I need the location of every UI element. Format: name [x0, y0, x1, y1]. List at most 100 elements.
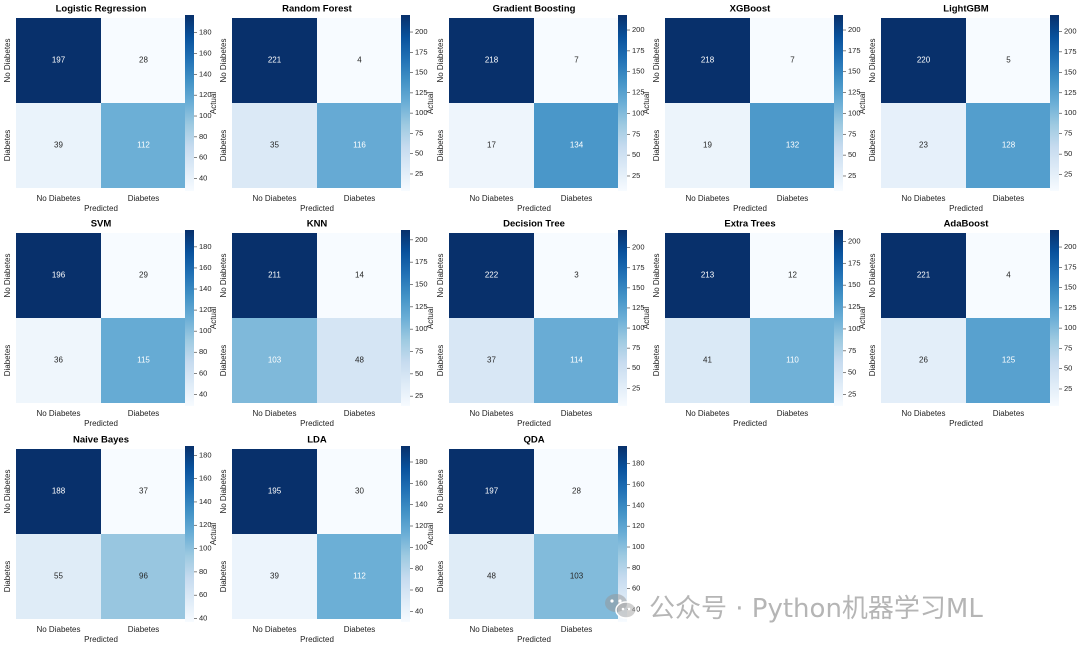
x-tick-label: Diabetes: [128, 625, 160, 634]
confusion-matrix-panel: Gradient Boosting 218 7 17 134 No Diabetes Dia…: [426, 4, 644, 214]
heatmap-cell: [101, 18, 186, 103]
x-tick-label: No Diabetes: [36, 194, 80, 203]
y-tick-label: Diabetes: [436, 130, 445, 162]
colorbar-tick-label: 75: [415, 346, 423, 355]
heatmap-cell: [881, 103, 966, 188]
heatmap-cell: [966, 233, 1051, 318]
heatmap-cell: [750, 103, 835, 188]
heatmap-cell: [317, 103, 402, 188]
colorbar: [1050, 15, 1059, 191]
heatmap-cell: [101, 103, 186, 188]
cell-value-label: 37: [139, 487, 148, 496]
panel-title: QDA: [523, 435, 544, 446]
heatmap-cell: [665, 318, 750, 403]
x-tick-label: Diabetes: [344, 194, 376, 203]
colorbar-tick-label: 200: [848, 25, 861, 34]
colorbar-tick-label: 100: [199, 326, 212, 335]
confusion-matrix-panel: Logistic Regression 197 28 39 112 No Diabetes…: [0, 4, 212, 214]
colorbar-tick-label: 140: [199, 497, 212, 506]
colorbar: [185, 15, 194, 191]
colorbar-tick-label: 75: [848, 346, 856, 355]
cell-value-label: 134: [570, 141, 584, 150]
x-axis-label: Predicted: [84, 419, 118, 428]
x-tick-label: Diabetes: [344, 625, 376, 634]
x-tick-label: Diabetes: [344, 409, 376, 418]
y-axis-label: Actual: [209, 523, 218, 545]
heatmap-cell: [534, 103, 619, 188]
colorbar-tick-label: 25: [415, 391, 423, 400]
x-tick-label: No Diabetes: [469, 194, 513, 203]
colorbar-tick-label: 200: [415, 27, 428, 36]
colorbar-tick-label: 200: [415, 235, 428, 244]
cell-value-label: 125: [1002, 356, 1016, 365]
colorbar-tick-label: 125: [848, 88, 861, 97]
panel-title: Extra Trees: [724, 219, 775, 230]
y-tick-label: Diabetes: [652, 345, 661, 377]
colorbar-tick-label: 140: [199, 284, 212, 293]
colorbar-tick-label: 40: [199, 173, 207, 182]
y-tick-label: No Diabetes: [3, 253, 12, 297]
cell-value-label: 7: [790, 56, 795, 65]
cell-value-label: 26: [919, 356, 928, 365]
cell-value-label: 188: [52, 487, 66, 496]
colorbar-tick-label: 180: [632, 459, 645, 468]
x-axis-label: Predicted: [517, 419, 551, 428]
colorbar: [834, 15, 843, 191]
heatmap-cell: [317, 18, 402, 103]
heatmap-cell: [665, 233, 750, 318]
heatmap-cell: [449, 103, 534, 188]
x-tick-label: No Diabetes: [685, 194, 729, 203]
colorbar-tick-label: 175: [415, 257, 428, 266]
colorbar-tick-label: 175: [1064, 262, 1077, 271]
colorbar-tick-label: 100: [848, 324, 861, 333]
confusion-matrix-panel: Naive Bayes 188 37 55 96 No Diabetes Diabetes P…: [0, 435, 212, 645]
colorbar-tick-label: 150: [848, 280, 861, 289]
panel-title: KNN: [307, 219, 328, 230]
colorbar-tick-label: 150: [415, 68, 428, 77]
cell-value-label: 14: [355, 271, 364, 280]
panel-title: LightGBM: [943, 4, 988, 15]
cell-value-label: 196: [52, 271, 66, 280]
colorbar: [618, 15, 627, 191]
x-axis-label: Predicted: [733, 204, 767, 213]
cell-value-label: 3: [574, 271, 579, 280]
cell-value-label: 221: [917, 271, 931, 280]
colorbar-tick-label: 60: [632, 584, 640, 593]
x-tick-label: Diabetes: [128, 409, 160, 418]
x-tick-label: Diabetes: [993, 409, 1025, 418]
y-tick-label: No Diabetes: [868, 253, 877, 297]
x-tick-label: No Diabetes: [36, 625, 80, 634]
colorbar-tick-label: 80: [199, 567, 207, 576]
colorbar-tick-label: 180: [199, 28, 212, 37]
cell-value-label: 195: [268, 487, 282, 496]
heatmap-cell: [534, 233, 619, 318]
x-tick-label: No Diabetes: [469, 409, 513, 418]
x-tick-label: Diabetes: [993, 194, 1025, 203]
colorbar-tick-label: 50: [415, 149, 423, 158]
x-axis-label: Predicted: [300, 204, 334, 213]
cell-value-label: 29: [139, 271, 148, 280]
heatmap-cell: [534, 534, 619, 619]
x-axis-label: Predicted: [300, 635, 334, 644]
heatmap-cell: [881, 233, 966, 318]
colorbar-tick-label: 75: [632, 129, 640, 138]
y-tick-label: No Diabetes: [868, 38, 877, 82]
heatmap-cell: [449, 318, 534, 403]
cell-value-label: 48: [487, 572, 496, 581]
panel-title: Decision Tree: [503, 219, 565, 230]
cell-value-label: 37: [487, 356, 496, 365]
colorbar-tick-label: 160: [415, 478, 428, 487]
heatmap-cell: [16, 103, 101, 188]
cell-value-label: 221: [268, 56, 282, 65]
colorbar-tick-label: 125: [848, 302, 861, 311]
x-tick-label: No Diabetes: [252, 194, 296, 203]
colorbar-tick-label: 120: [199, 520, 212, 529]
colorbar-tick-label: 120: [415, 521, 428, 530]
heatmap-cell: [966, 318, 1051, 403]
heatmap-cell: [101, 233, 186, 318]
colorbar-tick-label: 150: [632, 67, 645, 76]
cell-value-label: 103: [268, 356, 282, 365]
heatmap-cell: [101, 318, 186, 403]
colorbar-tick-label: 175: [848, 258, 861, 267]
cell-value-label: 12: [788, 271, 797, 280]
